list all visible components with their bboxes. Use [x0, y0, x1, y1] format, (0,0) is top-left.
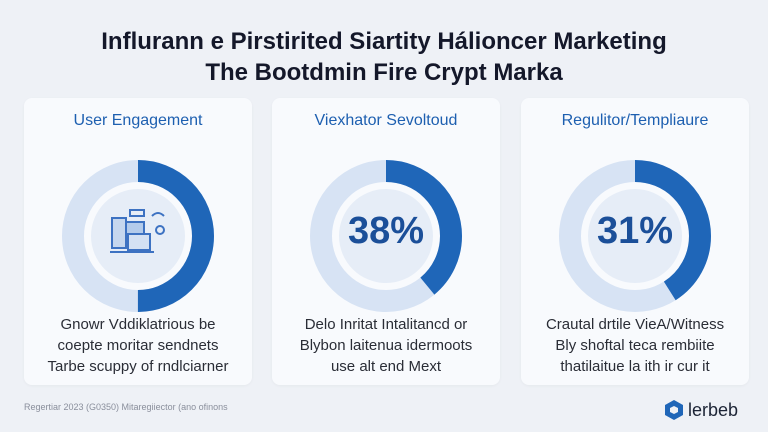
- card-description: Delo Inritat Intalitancd or Blybon laite…: [272, 314, 500, 377]
- desc-line: Bly shoftal teca rembiite: [555, 337, 715, 354]
- title-line-2: The Bootdmin Fire Crypt Marka: [205, 59, 563, 86]
- desc-line: coepte moritar sendnets: [57, 337, 219, 354]
- hexagon-logo-icon: [665, 400, 683, 420]
- ring-progress-arc: [62, 160, 214, 312]
- ring-progress-arc: [559, 160, 711, 312]
- ring-inner-disc: [339, 189, 433, 283]
- card-description: Crautal drtile VieA/Witness Bly shoftal …: [521, 314, 749, 377]
- card-third-metric: Regulitor/Templiaure 31% Crautal drtile …: [521, 98, 749, 385]
- ring-progress-arc: [310, 160, 462, 312]
- card-title: Viexhator Sevoltoud: [314, 112, 458, 129]
- card-title: User Engagement: [73, 112, 203, 129]
- card-user-engagement: User Engagement Gnowr Vddiklatrious be c…: [24, 98, 252, 385]
- title-line-1: Influrann e Pirstirited Siartity Hálionc…: [101, 28, 667, 55]
- card-title: Regulitor/Templiaure: [561, 112, 709, 129]
- donut-ring: [310, 160, 462, 312]
- donut-ring: [559, 160, 711, 312]
- desc-line: Gnowr Vddiklatrious be: [60, 316, 216, 333]
- brand-name: lerbeb: [688, 399, 739, 420]
- desc-line: thatilaitue la ith ir cur it: [560, 358, 710, 375]
- footer-note: Regertiar 2023 (G0350) Mitaregiiector (a…: [24, 402, 228, 412]
- brand-logo: lerbeb: [664, 399, 738, 421]
- desc-line: use alt end Mext: [330, 358, 442, 375]
- percent-value: 31%: [596, 210, 674, 252]
- dashboard-illustration-icon: [110, 209, 165, 253]
- ring-inner-disc: [588, 189, 682, 283]
- card-description: Gnowr Vddiklatrious be coepte moritar se…: [24, 314, 252, 377]
- desc-line: Crautal drtile VieA/Witness: [545, 316, 725, 333]
- desc-line: Delo Inritat Intalitancd or: [304, 316, 468, 333]
- desc-line: Tarbe scuppy of rndlciarner: [47, 358, 229, 375]
- page-title: Influrann e Pirstirited Siartity Hálionc…: [0, 26, 768, 88]
- percent-value: 38%: [347, 210, 425, 252]
- desc-line: Blybon laitenua idermoots: [299, 337, 473, 354]
- card-second-metric: Viexhator Sevoltoud 38% Delo Inritat Int…: [272, 98, 500, 385]
